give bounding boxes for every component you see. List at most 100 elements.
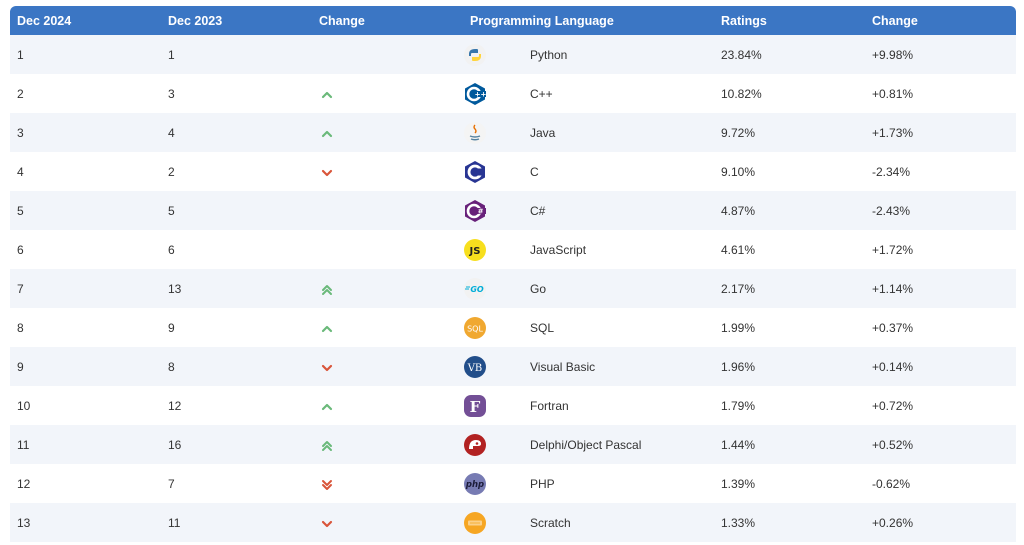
table-row[interactable]: 1 1 Python 23.84% +9.98% <box>10 35 1016 74</box>
table-row[interactable]: 9 8 VB Visual Basic 1.96% +0.14% <box>10 347 1016 386</box>
rating-change-value: +0.52% <box>872 437 914 452</box>
rating-value: 10.82% <box>721 86 762 101</box>
rank-change-cell <box>312 347 463 386</box>
rank-dec-2024: 3 <box>17 125 24 140</box>
table-row[interactable]: 4 2 C 9.10% -2.34% <box>10 152 1016 191</box>
table-row[interactable]: 2 3 ++ C++ 10.82% +0.81% <box>10 74 1016 113</box>
language-name[interactable]: Scratch <box>530 515 571 530</box>
rating-change-value: -2.43% <box>872 203 911 218</box>
table-row[interactable]: 10 12 F Fortran 1.79% +0.72% <box>10 386 1016 425</box>
rating-change-value: -0.62% <box>872 476 911 491</box>
language-name[interactable]: Java <box>530 125 556 140</box>
svg-text:php: php <box>465 480 484 490</box>
language-name[interactable]: Delphi/Object Pascal <box>530 437 642 452</box>
rank-change-cell <box>312 503 463 542</box>
language-logo-cell: VB <box>463 347 523 386</box>
table-row[interactable]: 3 4 Java 9.72% +1.73% <box>10 113 1016 152</box>
table-row[interactable]: 8 9 SQL SQL 1.99% +0.37% <box>10 308 1016 347</box>
rank-up-icon <box>321 401 333 411</box>
svg-text:F: F <box>470 398 481 416</box>
table-row[interactable]: 6 6 JS JavaScript 4.61% +1.72% <box>10 230 1016 269</box>
javascript-logo-icon: JS <box>463 238 487 262</box>
rank-change-cell <box>312 35 463 74</box>
rank-dec-2023: 9 <box>168 320 175 335</box>
scratch-logo-icon <box>463 511 487 535</box>
rating-value: 9.72% <box>721 125 756 140</box>
tiobe-index-table: Dec 2024 Dec 2023 Change Programming Lan… <box>10 6 1016 542</box>
rating-change-value: +0.26% <box>872 515 914 530</box>
header-change[interactable]: Change <box>319 13 365 28</box>
rank-change-cell <box>312 230 463 269</box>
rank-dec-2024: 5 <box>17 203 24 218</box>
language-name[interactable]: SQL <box>530 320 555 335</box>
tiobe-index-table-container: Dec 2024 Dec 2023 Change Programming Lan… <box>10 6 1016 542</box>
rating-value: 4.61% <box>721 242 756 257</box>
language-name[interactable]: Fortran <box>530 398 569 413</box>
rank-dec-2023: 2 <box>168 164 175 179</box>
rating-value: 1.79% <box>721 398 756 413</box>
header-ratings[interactable]: Ratings <box>721 13 767 28</box>
rank-change-cell <box>312 152 463 191</box>
rank-dec-2023: 3 <box>168 86 175 101</box>
rating-change-value: -2.34% <box>872 164 911 179</box>
language-name[interactable]: Python <box>530 47 568 62</box>
rank-up-icon <box>321 89 333 99</box>
language-logo-cell <box>463 152 523 191</box>
rank-dec-2023: 5 <box>168 203 175 218</box>
rank-change-cell <box>312 464 463 503</box>
language-logo-cell <box>463 113 523 152</box>
rank-down-icon <box>321 167 333 177</box>
language-logo-cell: GO <box>463 269 523 308</box>
fortran-logo-icon: F <box>463 394 487 418</box>
language-name[interactable]: C++ <box>530 86 553 101</box>
table-body: 1 1 Python 23.84% +9.98% 2 3 ++ C++ 10.82% +0.81% 3… <box>10 35 1016 542</box>
table-row[interactable]: 5 5 # C# 4.87% -2.43% <box>10 191 1016 230</box>
rank-down-double-icon <box>321 479 333 491</box>
rank-change-cell <box>312 269 463 308</box>
rank-dec-2023: 16 <box>168 437 182 452</box>
language-logo-cell <box>463 503 523 542</box>
rating-value: 1.44% <box>721 437 756 452</box>
visual-basic-logo-icon: VB <box>463 355 487 379</box>
language-name[interactable]: JavaScript <box>530 242 587 257</box>
rating-change-value: +1.14% <box>872 281 914 296</box>
rank-change-cell <box>312 308 463 347</box>
language-name[interactable]: Visual Basic <box>530 359 596 374</box>
java-logo-icon <box>463 121 487 145</box>
cpp-logo-icon: ++ <box>463 82 487 106</box>
rating-value: 1.33% <box>721 515 756 530</box>
header-ratings-change[interactable]: Change <box>872 13 918 28</box>
rank-dec-2023: 7 <box>168 476 175 491</box>
rank-up-double-icon <box>321 284 333 296</box>
rank-dec-2024: 11 <box>17 437 30 452</box>
rating-value: 4.87% <box>721 203 756 218</box>
go-logo-icon: GO <box>463 277 487 301</box>
c-logo-icon <box>463 160 487 184</box>
svg-text:++: ++ <box>475 90 487 98</box>
rank-change-cell <box>312 74 463 113</box>
rating-value: 1.96% <box>721 359 756 374</box>
table-row[interactable]: 7 13 GO Go 2.17% +1.14% <box>10 269 1016 308</box>
language-name[interactable]: Go <box>530 281 547 296</box>
rank-dec-2024: 4 <box>17 164 24 179</box>
table-row[interactable]: 11 16 Delphi/Object Pascal 1.44% +0.52% <box>10 425 1016 464</box>
delphi-logo-icon <box>463 433 487 457</box>
rank-dec-2023: 1 <box>168 47 175 62</box>
language-logo-cell: F <box>463 386 523 425</box>
svg-text:VB: VB <box>467 363 483 374</box>
header-programming-language[interactable]: Programming Language <box>470 13 614 28</box>
language-name[interactable]: C# <box>530 203 546 218</box>
header-dec-2023[interactable]: Dec 2023 <box>168 13 223 28</box>
rating-change-value: +0.81% <box>872 86 914 101</box>
language-name[interactable]: PHP <box>530 476 555 491</box>
table-row[interactable]: 12 7 php PHP 1.39% -0.62% <box>10 464 1016 503</box>
svg-text:JS: JS <box>469 246 481 257</box>
header-dec-2024[interactable]: Dec 2024 <box>17 13 72 28</box>
language-name[interactable]: C <box>530 164 539 179</box>
rank-dec-2023: 11 <box>168 515 181 530</box>
rating-change-value: +1.73% <box>872 125 914 140</box>
table-row[interactable]: 13 11 Scratch 1.33% +0.26% <box>10 503 1016 542</box>
language-logo-cell <box>463 425 523 464</box>
sql-logo-icon: SQL <box>463 316 487 340</box>
rating-change-value: +0.37% <box>872 320 914 335</box>
